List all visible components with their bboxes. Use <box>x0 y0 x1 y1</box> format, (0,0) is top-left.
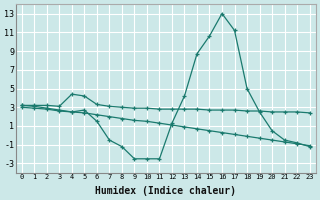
X-axis label: Humidex (Indice chaleur): Humidex (Indice chaleur) <box>95 186 236 196</box>
